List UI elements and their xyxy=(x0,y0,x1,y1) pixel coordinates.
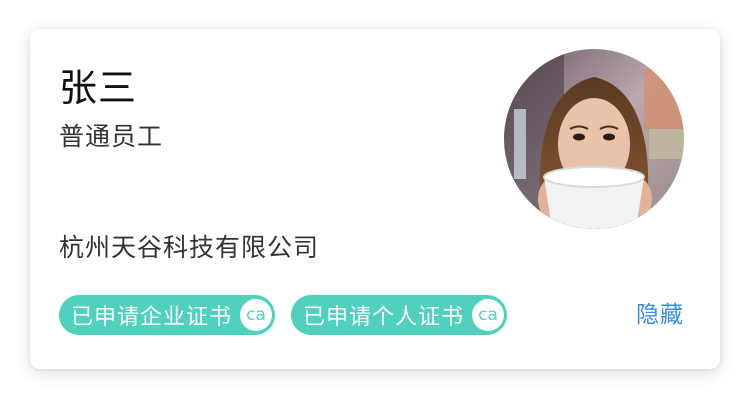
hide-link[interactable]: 隐藏 xyxy=(636,302,684,328)
ca-icon: ca xyxy=(240,299,273,331)
user-role: 普通员工 xyxy=(59,122,164,151)
personal-certificate-badge[interactable]: 已申请个人证书 ca xyxy=(291,295,508,335)
avatar[interactable] xyxy=(504,49,684,229)
user-name: 张三 xyxy=(59,66,138,110)
ca-icon: ca xyxy=(472,299,505,331)
enterprise-certificate-badge[interactable]: 已申请企业证书 ca xyxy=(59,295,276,335)
profile-card: 张三 普通员工 杭州天谷科技有限公司 xyxy=(30,29,720,369)
badge-label: 已申请企业证书 xyxy=(71,305,233,330)
badge-label: 已申请个人证书 xyxy=(303,305,465,330)
certificate-badges: 已申请企业证书 ca 已申请个人证书 ca xyxy=(59,295,508,335)
company-name: 杭州天谷科技有限公司 xyxy=(59,233,320,262)
